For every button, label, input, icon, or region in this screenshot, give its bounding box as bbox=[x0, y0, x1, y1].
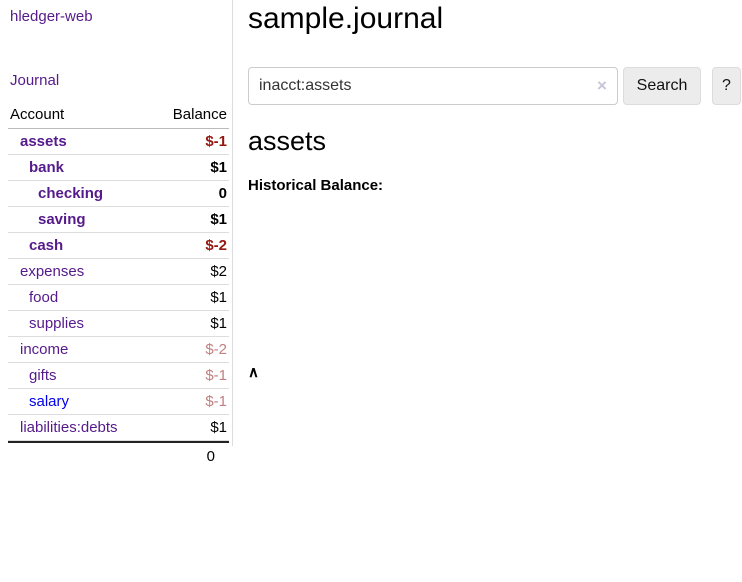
account-balance: $2 bbox=[210, 263, 227, 280]
register-header-accounts[interactable] bbox=[448, 362, 558, 390]
account-row: supplies $1 bbox=[8, 311, 229, 337]
accounts-table-header: Account Balance bbox=[8, 102, 229, 129]
register-header-description[interactable] bbox=[345, 362, 448, 390]
account-row: income $-2 bbox=[8, 337, 229, 363]
sort-asc-icon: ∧ bbox=[248, 364, 259, 381]
account-link[interactable]: supplies bbox=[29, 315, 85, 332]
account-heading: assets bbox=[248, 126, 327, 156]
account-row: salary $-1 bbox=[8, 389, 229, 415]
account-row: assets $-1 bbox=[8, 129, 229, 155]
accounts-table-body: assets $-1 bank $1 checking 0 saving $1 cash $-2 e… bbox=[8, 129, 229, 441]
account-balance: $-2 bbox=[205, 341, 227, 358]
account-link[interactable]: cash bbox=[29, 237, 64, 254]
account-row: expenses $2 bbox=[8, 259, 229, 285]
account-link[interactable]: gifts bbox=[29, 367, 57, 384]
account-balance: $-1 bbox=[205, 393, 227, 410]
account-balance: $-1 bbox=[205, 367, 227, 384]
account-row: gifts $-1 bbox=[8, 363, 229, 389]
search-input[interactable] bbox=[248, 67, 618, 105]
account-link[interactable]: bank bbox=[29, 159, 65, 176]
register-header-balance[interactable] bbox=[642, 362, 738, 390]
accounts-header-account: Account bbox=[10, 106, 65, 123]
account-link[interactable]: income bbox=[20, 341, 69, 358]
account-balance: $1 bbox=[210, 419, 227, 436]
account-row: cash $-2 bbox=[8, 233, 229, 259]
register-header-amount[interactable] bbox=[558, 362, 642, 390]
page-title: sample.journal bbox=[248, 2, 444, 35]
accounts-total-value: 0 bbox=[206, 448, 215, 465]
account-balance: $1 bbox=[210, 211, 227, 228]
account-balance: $-1 bbox=[205, 133, 227, 150]
clear-search-icon[interactable]: × bbox=[597, 76, 607, 95]
search-help-button[interactable]: ? bbox=[712, 67, 741, 105]
register-table: ∧ bbox=[248, 362, 738, 390]
sidebar-item-journal[interactable]: Journal bbox=[10, 72, 60, 89]
account-balance: $1 bbox=[210, 289, 227, 306]
account-row: bank $1 bbox=[8, 155, 229, 181]
accounts-total-row: 0 bbox=[8, 441, 229, 469]
account-link[interactable]: checking bbox=[38, 185, 104, 202]
account-link[interactable]: expenses bbox=[20, 263, 85, 280]
account-balance: 0 bbox=[218, 185, 227, 202]
sidebar: hledger-web Journal Account Balance asse… bbox=[0, 0, 233, 465]
search-button[interactable]: Search bbox=[623, 67, 701, 105]
accounts-table: Account Balance assets $-1 bank $1 checking 0… bbox=[8, 102, 229, 469]
chart-canvas bbox=[240, 200, 742, 352]
account-row: food $1 bbox=[8, 285, 229, 311]
app-brand-link[interactable]: hledger-web bbox=[10, 8, 93, 25]
account-link[interactable]: assets bbox=[20, 133, 67, 150]
account-balance: $1 bbox=[210, 159, 227, 176]
account-link[interactable]: saving bbox=[38, 211, 86, 228]
account-balance: $1 bbox=[210, 315, 227, 332]
account-link[interactable]: food bbox=[29, 289, 59, 306]
register-header-date[interactable]: ∧ bbox=[248, 362, 345, 390]
accounts-header-balance: Balance bbox=[172, 106, 227, 123]
account-row: checking 0 bbox=[8, 181, 229, 207]
historical-balance-chart bbox=[240, 200, 742, 352]
chart-title: Historical Balance: bbox=[248, 177, 384, 194]
account-row: saving $1 bbox=[8, 207, 229, 233]
account-link[interactable]: salary bbox=[29, 393, 70, 410]
account-row: liabilities:debts $1 bbox=[8, 415, 229, 441]
account-balance: $-2 bbox=[205, 237, 227, 254]
register-header-row: ∧ bbox=[248, 362, 738, 390]
account-link[interactable]: liabilities:debts bbox=[20, 419, 118, 436]
